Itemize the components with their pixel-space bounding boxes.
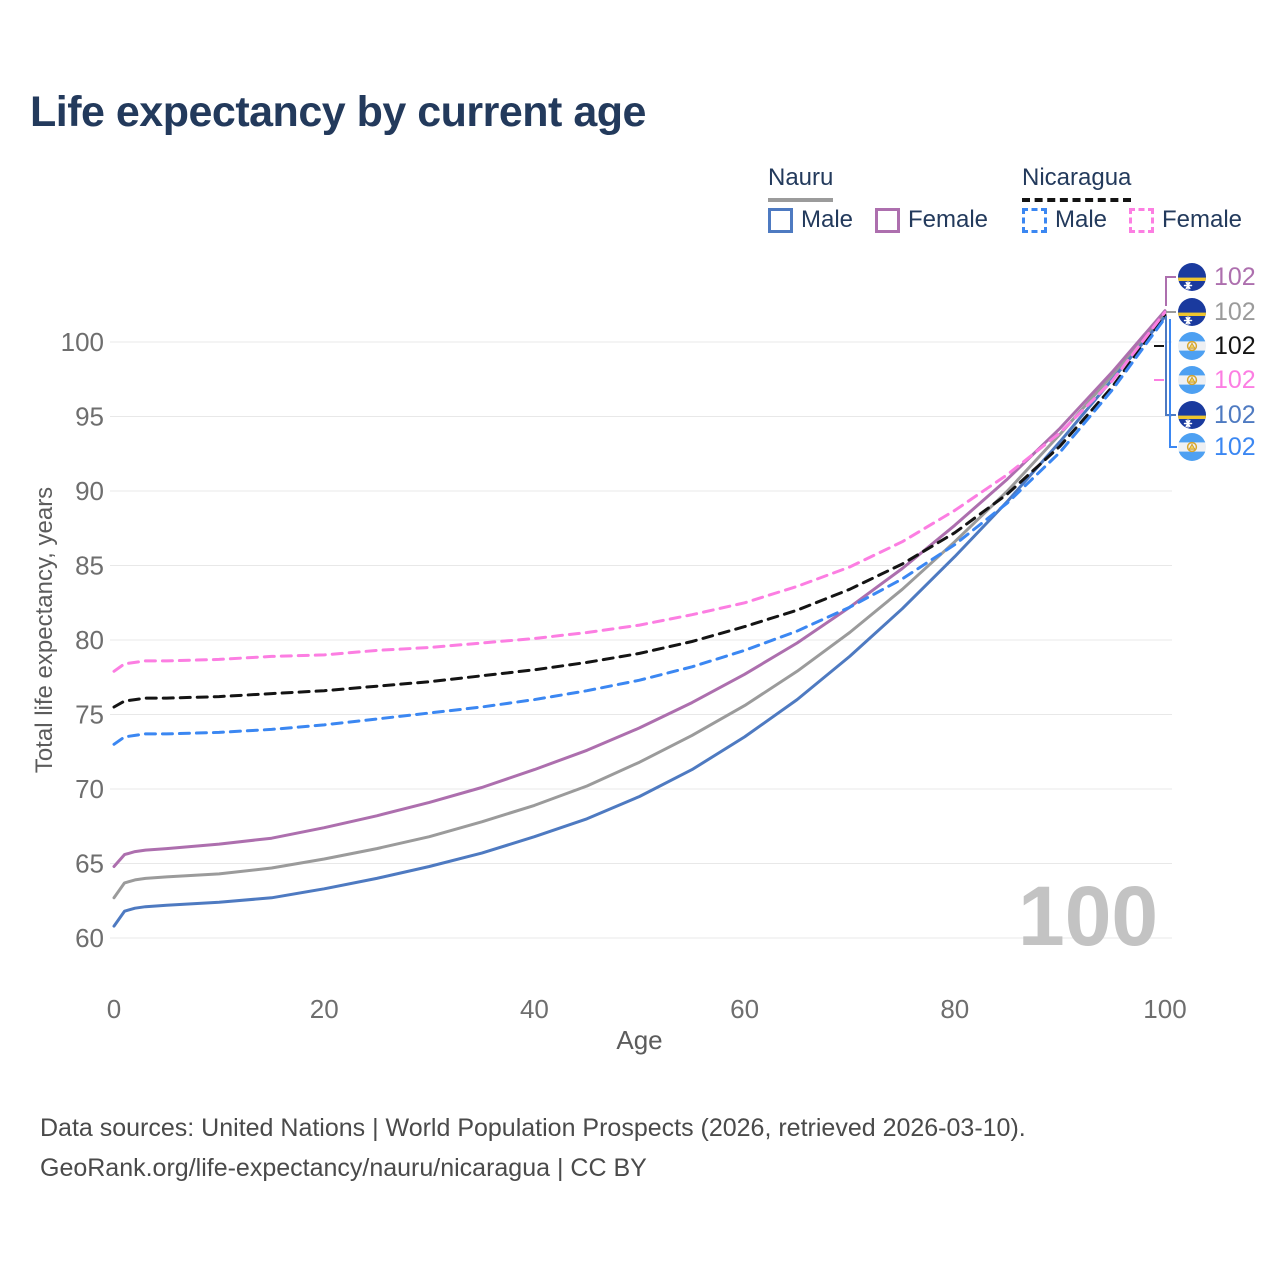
legend-group-nicaragua[interactable]: Nicaragua bbox=[1022, 164, 1132, 202]
svg-text:0: 0 bbox=[107, 994, 121, 1024]
legend-item-label: Male bbox=[801, 206, 854, 233]
svg-text:70: 70 bbox=[75, 774, 104, 804]
legend-item-label: Female bbox=[1162, 206, 1243, 233]
end-value: 102 bbox=[1214, 262, 1256, 291]
svg-text:95: 95 bbox=[75, 402, 104, 432]
series-end-label: 102 bbox=[1178, 433, 1256, 461]
nicaragua-flag-icon bbox=[1178, 332, 1206, 360]
end-value: 102 bbox=[1214, 432, 1256, 461]
nauru-flag-icon bbox=[1178, 401, 1206, 429]
svg-text:Total life expectancy, years: Total life expectancy, years bbox=[31, 487, 58, 773]
nicaragua-male-swatch-icon bbox=[1022, 207, 1047, 233]
nicaragua-flag-icon bbox=[1178, 366, 1206, 394]
end-value: 102 bbox=[1214, 400, 1256, 429]
legend-item-nauru-female[interactable]: Female bbox=[875, 206, 988, 234]
nicaragua-female-swatch-icon bbox=[1129, 207, 1154, 233]
svg-text:20: 20 bbox=[310, 994, 339, 1024]
svg-text:60: 60 bbox=[730, 994, 759, 1024]
svg-text:80: 80 bbox=[940, 994, 969, 1024]
series-end-label: 102 bbox=[1178, 263, 1256, 291]
legend-item-nicaragua-male[interactable]: Male bbox=[1022, 206, 1107, 234]
legend-item-nauru-male[interactable]: Male bbox=[768, 206, 853, 234]
svg-text:90: 90 bbox=[75, 476, 104, 506]
footer-line-2: GeoRank.org/life-expectancy/nauru/nicara… bbox=[40, 1154, 647, 1182]
svg-text:60: 60 bbox=[75, 923, 104, 953]
nauru-flag-icon bbox=[1178, 263, 1206, 291]
end-value: 102 bbox=[1214, 365, 1256, 394]
svg-text:Age: Age bbox=[616, 1025, 662, 1055]
svg-text:100: 100 bbox=[61, 327, 104, 357]
legend-item-label: Female bbox=[908, 206, 989, 233]
series-end-label: 102 bbox=[1178, 366, 1256, 394]
nauru-male-swatch-icon bbox=[768, 207, 793, 233]
svg-text:75: 75 bbox=[75, 700, 104, 730]
series-end-label: 102 bbox=[1178, 298, 1256, 326]
svg-text:85: 85 bbox=[75, 551, 104, 581]
svg-text:80: 80 bbox=[75, 625, 104, 655]
end-value: 102 bbox=[1214, 331, 1256, 360]
data-sources-footer: Data sources: United Nations | World Pop… bbox=[40, 1108, 1026, 1188]
footer-line-1: Data sources: United Nations | World Pop… bbox=[40, 1114, 1026, 1142]
svg-text:100: 100 bbox=[1143, 994, 1186, 1024]
legend-item-nicaragua-female[interactable]: Female bbox=[1129, 206, 1242, 234]
svg-text:65: 65 bbox=[75, 849, 104, 879]
nicaragua-flag-icon bbox=[1178, 433, 1206, 461]
age-watermark: 100 bbox=[1018, 869, 1159, 963]
end-value: 102 bbox=[1214, 297, 1256, 326]
page-title: Life expectancy by current age bbox=[30, 88, 646, 136]
nauru-female-swatch-icon bbox=[875, 207, 900, 233]
svg-text:40: 40 bbox=[520, 994, 549, 1024]
legend-item-label: Male bbox=[1055, 206, 1108, 233]
nauru-flag-icon bbox=[1178, 298, 1206, 326]
series-end-label: 102 bbox=[1178, 332, 1256, 360]
series-end-label: 102 bbox=[1178, 401, 1256, 429]
legend-group-nauru[interactable]: Nauru bbox=[768, 164, 834, 202]
